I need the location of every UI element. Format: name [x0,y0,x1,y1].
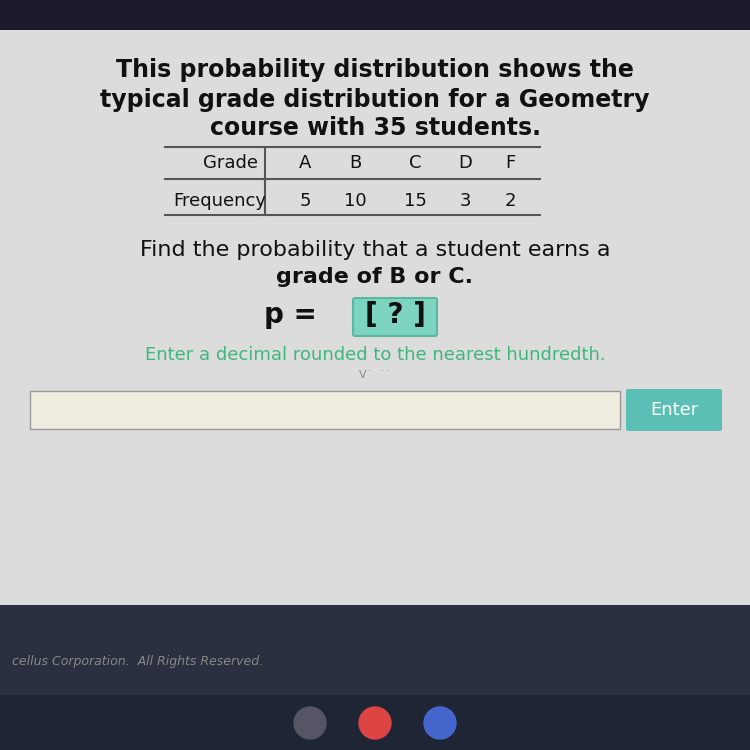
Text: B: B [349,154,361,172]
Bar [0,30,750,660]
Text: 15: 15 [404,192,427,210]
Text: course with 35 students.: course with 35 students. [209,116,541,140]
Text: C: C [409,154,422,172]
FancyBboxPatch shape [30,391,620,429]
Text: cellus Corporation.  All Rights Reserved.: cellus Corporation. All Rights Reserved. [12,656,263,668]
Bar [0,605,750,695]
Text: Enter: Enter [650,401,698,419]
Text: [ ? ]: [ ? ] [364,301,425,329]
Text: Frequency: Frequency [173,192,266,210]
Text: p =: p = [264,301,326,329]
Text: F: F [505,154,515,172]
Circle shape [294,707,326,739]
Text: This probability distribution shows the: This probability distribution shows the [116,58,634,82]
FancyBboxPatch shape [626,389,722,431]
Circle shape [424,707,456,739]
Text: 10: 10 [344,192,366,210]
Text: grade of B or C.: grade of B or C. [277,267,473,287]
Text: Find the probability that a student earns a: Find the probability that a student earn… [140,240,610,260]
FancyBboxPatch shape [353,298,437,336]
Text: Grade: Grade [202,154,257,172]
Text: D: D [458,154,472,172]
Text: typical grade distribution for a Geometry: typical grade distribution for a Geometr… [100,88,650,112]
Text: V˙  ˙˙: V˙ ˙˙ [359,370,391,380]
Text: 2: 2 [504,192,516,210]
Text: 3: 3 [459,192,471,210]
Bar [0,0,750,30]
Text: A: A [298,154,311,172]
Circle shape [359,707,391,739]
Text: Enter a decimal rounded to the nearest hundredth.: Enter a decimal rounded to the nearest h… [145,346,605,364]
Text: 5: 5 [299,192,310,210]
Bar [0,695,750,750]
